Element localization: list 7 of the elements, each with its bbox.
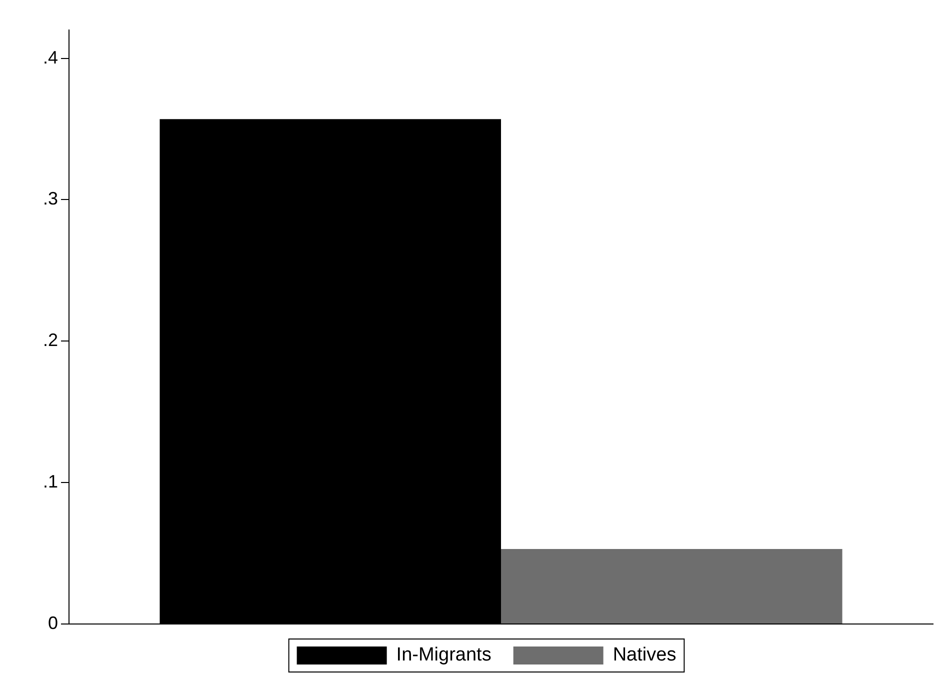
y-tick-label: 0 [48,612,58,633]
legend-label: Natives [612,644,676,666]
y-tick-label: .4 [42,47,58,68]
y-tick-label: .1 [42,472,58,492]
y-tick-label: .3 [42,188,58,209]
y-tick-label: .2 [42,330,58,350]
legend-label: In-Migrants [396,644,492,666]
